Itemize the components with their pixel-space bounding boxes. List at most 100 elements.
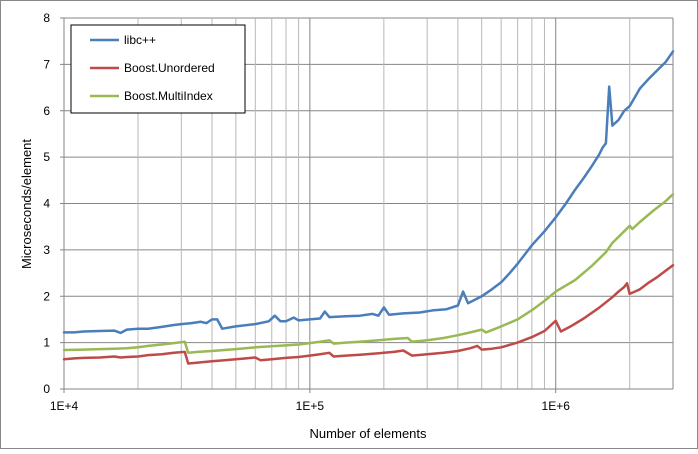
data-point: [137, 327, 139, 330]
data-point: [406, 337, 409, 339]
data-point: [480, 295, 483, 298]
y-tick-label: 7: [43, 57, 50, 71]
data-point: [332, 355, 335, 358]
data-point: [63, 358, 65, 361]
data-point: [297, 319, 300, 322]
data-point: [543, 230, 546, 233]
data-point: [309, 342, 311, 344]
y-tick-label: 5: [43, 150, 50, 164]
legend-label-boost-unordered: Boost.Unordered: [124, 61, 215, 75]
data-point: [297, 343, 300, 346]
data-point: [531, 309, 533, 312]
axes: 0 1 2 3 4 5 6 7 8 1E+4 1E+5 1E+6: [43, 11, 674, 413]
data-point: [656, 69, 659, 71]
data-point: [664, 61, 667, 63]
data-point: [211, 350, 213, 352]
data-point: [371, 313, 374, 315]
data-point: [82, 330, 85, 333]
data-point: [292, 316, 295, 319]
data-point: [200, 321, 202, 323]
data-point: [371, 340, 374, 342]
data-point: [598, 154, 600, 156]
data-point: [626, 282, 628, 285]
data-point: [508, 272, 511, 274]
data-point: [63, 331, 65, 334]
data-point: [672, 193, 674, 195]
data-point: [648, 281, 650, 284]
data-point: [623, 230, 625, 233]
data-point: [554, 290, 557, 293]
data-point: [113, 347, 115, 350]
data-point: [426, 339, 429, 342]
x-tick-label: 1E+4: [50, 399, 79, 413]
data-point: [309, 318, 311, 321]
data-point: [359, 340, 361, 343]
data-point: [393, 351, 395, 353]
series-libc: [62, 50, 675, 335]
data-point: [531, 336, 533, 338]
data-point: [554, 216, 557, 219]
data-point: [467, 302, 469, 305]
data-point: [99, 348, 101, 350]
data-point: [628, 225, 631, 227]
data-point: [147, 327, 149, 330]
data-point: [469, 347, 472, 350]
data-point: [211, 318, 213, 321]
data-point: [462, 290, 464, 293]
data-point: [271, 358, 273, 361]
series-line-libc: [62, 50, 675, 335]
data-point: [73, 331, 75, 334]
data-point: [324, 310, 326, 313]
data-point: [345, 341, 347, 344]
series-boost-unordered: [62, 263, 675, 365]
y-tick-label: 1: [43, 336, 50, 350]
data-point: [147, 354, 149, 356]
data-point: [426, 353, 429, 356]
data-point: [628, 105, 631, 107]
data-point: [531, 244, 533, 246]
data-point: [457, 334, 459, 337]
data-point: [491, 288, 493, 291]
data-point: [383, 339, 385, 341]
data-point: [402, 312, 405, 315]
data-point: [285, 344, 287, 347]
data-point: [285, 320, 287, 323]
data-point: [639, 87, 641, 90]
data-point: [560, 330, 562, 333]
data-point: [664, 200, 667, 202]
data-point: [82, 357, 85, 359]
data-point: [476, 345, 479, 347]
data-point: [254, 356, 257, 359]
data-point: [359, 314, 361, 317]
data-point: [419, 311, 421, 314]
x-axis-title: Number of elements: [309, 426, 427, 441]
data-point: [119, 332, 122, 334]
data-point: [469, 331, 472, 334]
data-point: [147, 345, 149, 347]
data-point: [623, 286, 625, 288]
data-point: [574, 279, 576, 281]
data-point: [639, 288, 641, 291]
data-point: [184, 351, 186, 353]
data-point: [480, 348, 483, 351]
data-point: [617, 290, 620, 293]
data-point: [628, 293, 631, 295]
data-point: [319, 353, 321, 356]
data-point: [377, 314, 380, 317]
data-point: [197, 351, 199, 353]
data-point: [187, 362, 189, 365]
data-point: [402, 349, 405, 352]
data-point: [161, 353, 163, 356]
data-point: [582, 317, 585, 320]
data-point: [442, 337, 445, 339]
data-point: [582, 177, 585, 179]
data-point: [319, 317, 321, 320]
data-point: [297, 356, 300, 358]
y-tick-label: 3: [43, 243, 50, 257]
data-point: [245, 357, 247, 360]
data-point: [113, 355, 115, 358]
series-line-boost-unordered: [62, 263, 675, 365]
data-point: [328, 339, 331, 342]
